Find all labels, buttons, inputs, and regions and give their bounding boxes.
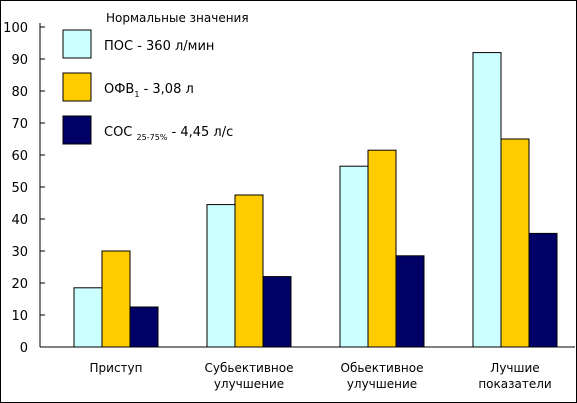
y-tick-label: 70 [11,117,28,132]
x-tick-label: показатели [478,377,551,391]
y-tick-label: 100 [3,21,28,36]
bar [367,149,397,348]
legend-label: ОФВ1 - 3,08 л [104,82,194,99]
legend-title: Нормальные значения [106,11,249,25]
legend: Нормальные значения ПОС - 360 л/мин ОФВ1 -… [62,11,249,145]
legend-swatch [62,72,92,102]
y-tick-label: 0 [20,341,28,356]
bar [395,255,425,348]
bar [73,287,103,348]
legend-label: СОС 25-75% - 4,45 л/с [104,125,233,142]
bar [129,306,159,348]
bar [206,204,236,348]
y-axis-ticks: 0 10 20 30 40 50 60 70 80 90 100 [3,21,45,356]
x-tick-label: Лучшие [490,361,539,375]
bar [101,250,131,348]
legend-label: ПОС - 360 л/мин [104,39,214,54]
y-tick-label: 40 [11,213,28,228]
x-tick-label: Обьективное [341,361,424,375]
legend-swatch [62,115,92,145]
x-tick-label: улучшение [347,377,417,391]
y-tick-label: 30 [11,245,28,260]
bars [73,52,558,348]
bar [234,194,264,348]
x-tick-label: улучшение [214,377,284,391]
y-tick-label: 20 [11,277,28,292]
bar [528,232,558,348]
x-axis-labels: Приступ Субьективное улучшение Обьективное у… [90,361,552,391]
y-tick-label: 80 [11,85,28,100]
x-tick-label: Субьективное [204,361,293,375]
x-tick-label: Приступ [90,361,143,375]
legend-swatch [62,29,92,59]
bar [339,165,369,348]
y-tick-label: 90 [11,53,28,68]
y-tick-label: 50 [11,181,28,196]
y-tick-label: 60 [11,149,28,164]
y-tick-label: 10 [11,309,28,324]
bar [500,138,530,348]
bar [262,276,292,348]
bar [472,52,502,348]
